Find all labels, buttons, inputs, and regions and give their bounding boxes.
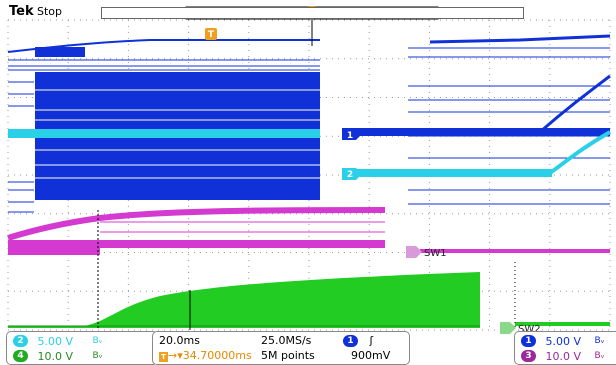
ch4-waveform [8, 272, 610, 328]
trigger-position: T →▾34.70000ms [159, 349, 252, 362]
ch2-marker[interactable]: 2 [342, 168, 362, 180]
ch2-waveform [8, 129, 611, 177]
svg-text:T: T [208, 30, 215, 40]
ch4-badge: 4 [13, 350, 28, 362]
ch4-marker[interactable]: SW2 [500, 322, 541, 335]
ch3-readout[interactable]: 3 10.0 V Bᵥ [521, 349, 604, 363]
brand-logo: Tek [9, 4, 34, 19]
ch3-badge: 3 [521, 350, 536, 362]
time-scale: 20.0ms [159, 334, 200, 347]
ch1-badge: 1 [521, 335, 536, 347]
svg-text:2: 2 [347, 170, 353, 180]
trigger-source-badge: 1 [343, 335, 358, 347]
svg-text:1: 1 [347, 131, 353, 141]
trigger-position-marker[interactable]: T [205, 28, 217, 40]
ch3-waveform [7, 207, 610, 255]
trigger-position-icon: T [159, 352, 168, 362]
rising-edge-icon: ʃ [369, 334, 374, 347]
ch1-readout[interactable]: 1 5.00 V Bᵥ [521, 334, 604, 348]
ch2-readout[interactable]: 2 5.00 V Bᵥ [13, 334, 102, 348]
svg-text:SW1: SW1 [424, 248, 447, 259]
ch3-marker[interactable]: SW1 [406, 246, 447, 259]
sample-rate: 25.0MS/s [261, 334, 312, 347]
trigger-source: 1 ʃ [343, 334, 373, 347]
channel-settings-right[interactable]: 1 5.00 V Bᵥ 3 10.0 V Bᵥ [514, 331, 616, 365]
record-length: 5M points [261, 349, 315, 362]
channel-settings-left[interactable]: 2 5.00 V Bᵥ 4 10.0 V Bᵥ [6, 331, 158, 365]
ch2-badge: 2 [13, 335, 28, 347]
ch1-marker[interactable]: 1 [342, 128, 362, 141]
timebase-trigger-box[interactable]: 20.0ms T →▾34.70000ms 25.0MS/s 5M points … [152, 331, 410, 365]
status-panel: 2 5.00 V Bᵥ 4 10.0 V Bᵥ 20.0ms T →▾34.700… [0, 330, 616, 365]
trigger-level: 900mV [351, 349, 391, 362]
svg-text:SW2: SW2 [518, 324, 541, 335]
acquisition-status: Stop [37, 5, 63, 18]
ch4-readout[interactable]: 4 10.0 V Bᵥ [13, 349, 102, 363]
record-view-bar[interactable] [101, 7, 524, 19]
